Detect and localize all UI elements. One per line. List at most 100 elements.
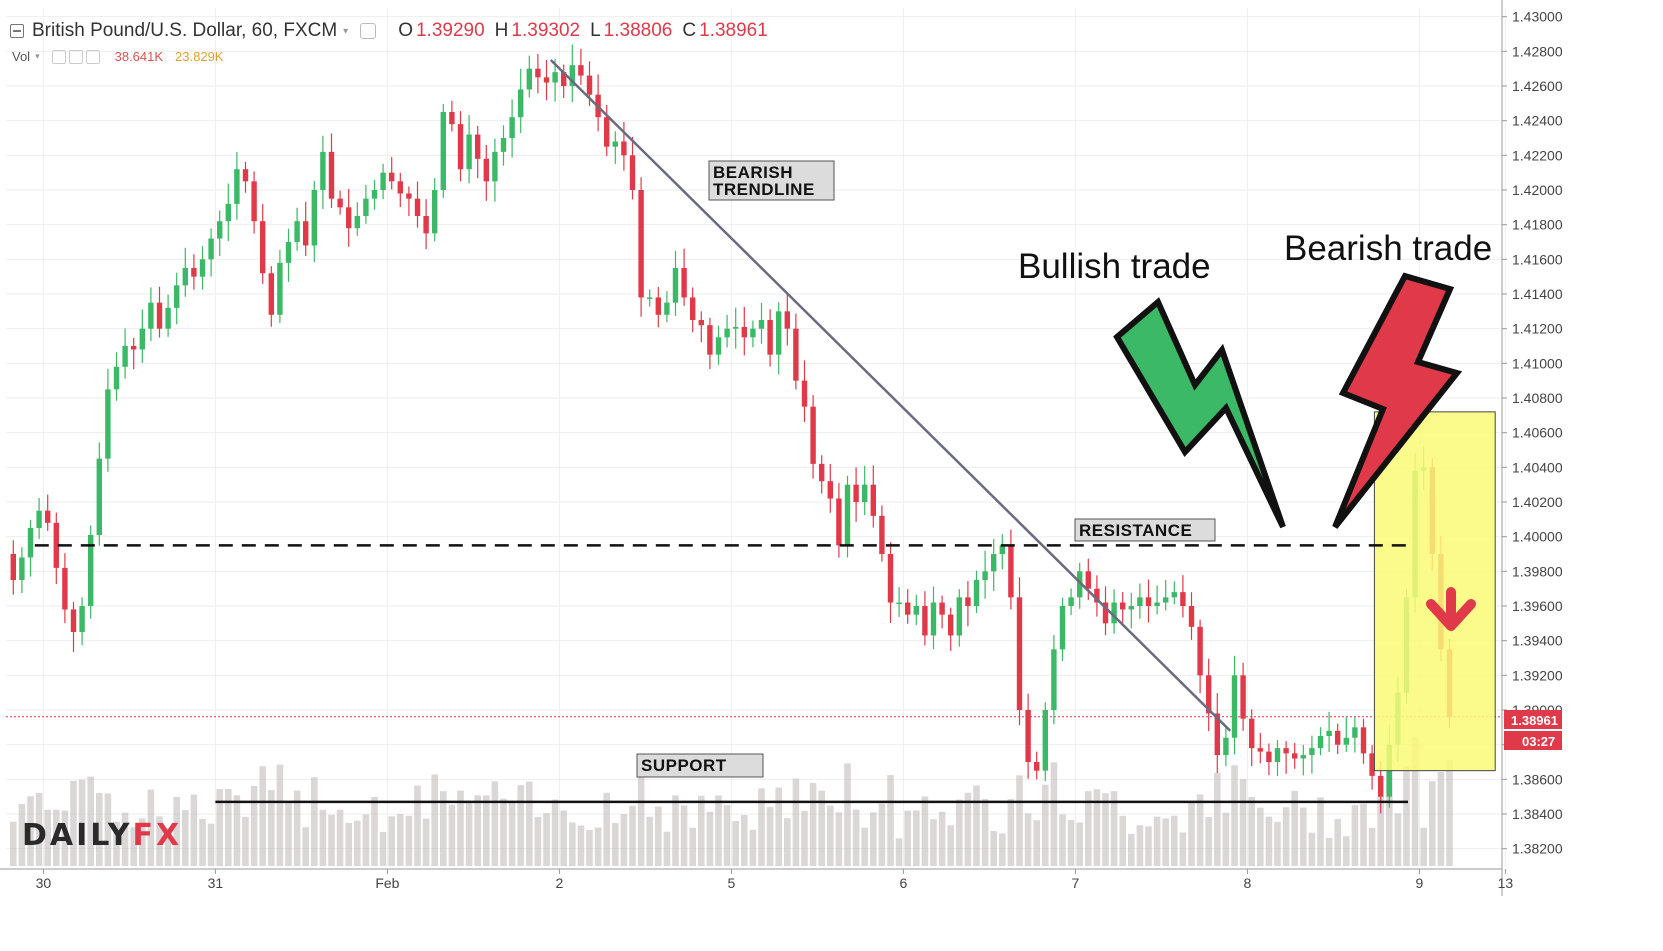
- volume-bar: [698, 795, 705, 866]
- candle-body: [1214, 713, 1220, 756]
- candle-body: [784, 311, 790, 329]
- volume-bar: [1042, 784, 1049, 866]
- volume-bar: [1059, 814, 1066, 866]
- volume-bar: [792, 778, 800, 866]
- volume-bar: [663, 831, 671, 866]
- close-label: C: [682, 20, 697, 41]
- candle-body: [948, 614, 954, 636]
- dailyfx-logo: DAILYFX: [22, 818, 182, 853]
- candle-body: [1120, 602, 1126, 610]
- candle-body: [432, 190, 438, 234]
- candle-body: [337, 198, 343, 208]
- volume-header: Vol ▾ 38.641K 23.829K: [12, 49, 223, 64]
- resistance-tag: RESISTANCE: [1074, 518, 1216, 542]
- volume-bar: [861, 827, 868, 866]
- volume-bar: [620, 814, 628, 866]
- candle-body: [328, 151, 335, 199]
- candle-body: [870, 484, 876, 516]
- candle-body: [500, 138, 507, 152]
- volume-bar: [749, 829, 757, 866]
- settings-small-icon[interactable]: [68, 49, 83, 64]
- settings-icon[interactable]: [360, 23, 377, 39]
- candle-body: [672, 268, 679, 303]
- volume-label[interactable]: Vol: [12, 49, 31, 64]
- countdown-value: 03:27: [1522, 734, 1555, 749]
- candle-body: [285, 242, 292, 263]
- price-tick-label: 1.42600: [1512, 78, 1563, 94]
- candle-body: [79, 606, 85, 632]
- volume-bar: [938, 811, 946, 866]
- candle-body: [793, 328, 799, 381]
- volume-bar: [594, 827, 602, 866]
- volume-bar: [293, 790, 301, 866]
- candle-body: [810, 406, 816, 464]
- price-tick-label: 1.40600: [1512, 425, 1563, 441]
- volume-bar: [870, 812, 877, 866]
- volume-bar: [1110, 791, 1118, 866]
- candle-body: [621, 141, 627, 156]
- volume-bar: [362, 814, 370, 866]
- volume-bar: [1222, 812, 1230, 866]
- candle-body: [36, 510, 42, 528]
- eye-icon[interactable]: [51, 49, 66, 64]
- candle-body: [1266, 751, 1272, 762]
- volume-bar: [732, 820, 739, 866]
- support-tag: SUPPORT: [636, 753, 764, 778]
- volume-bar: [139, 818, 146, 866]
- volume-bar: [414, 785, 421, 866]
- bearish-trade-label: Bearish trade: [1284, 229, 1492, 268]
- symbol-title[interactable]: British Pound/U.S. Dollar, 60, FXCM: [32, 20, 338, 41]
- candle-body: [1360, 727, 1367, 754]
- candle-body: [930, 602, 937, 636]
- collapse-icon[interactable]: [10, 24, 24, 38]
- price-axis[interactable]: 1.43000 1.42800 1.42600 1.42400 1.42200 1.420…: [1501, 0, 1563, 896]
- candle-body: [457, 124, 464, 170]
- candle-body: [767, 320, 773, 355]
- volume-bar: [766, 806, 774, 866]
- bullish-lightning-icon: [1113, 297, 1286, 529]
- chevron-down-icon[interactable]: ▾: [343, 25, 349, 37]
- volume-chevron-icon[interactable]: ▾: [35, 51, 40, 61]
- candle-body: [1309, 748, 1315, 756]
- current-price-tag: 1.38961: [1504, 710, 1562, 729]
- candle-body: [862, 484, 868, 502]
- candle-body: [389, 172, 395, 182]
- volume-bar: [319, 809, 327, 866]
- candle-body: [913, 606, 919, 615]
- candle-body: [449, 112, 455, 125]
- candle-body: [406, 193, 412, 199]
- candle-body: [586, 75, 593, 95]
- volume-bar: [551, 799, 559, 866]
- volume-bar: [199, 818, 206, 866]
- volume-bar: [491, 781, 499, 866]
- volume-bar: [268, 790, 275, 866]
- volume-bar: [878, 803, 886, 866]
- price-tick-label: 1.40000: [1512, 529, 1563, 545]
- volume-bar: [758, 788, 765, 866]
- candle-body: [698, 320, 704, 326]
- candle-body: [1369, 753, 1375, 776]
- low-value: 1.38806: [603, 20, 673, 41]
- volume-bar: [164, 827, 172, 866]
- candle-body: [182, 268, 188, 286]
- time-tick-label: 13: [1498, 875, 1514, 891]
- candle-body: [1317, 736, 1324, 749]
- volume-bar: [1171, 815, 1178, 866]
- time-axis[interactable]: 30 31 Feb 2 5 6 7 8 9 13: [0, 868, 1514, 891]
- close-small-icon[interactable]: [85, 49, 100, 64]
- candle-body: [956, 597, 962, 636]
- volume-bar: [1214, 772, 1221, 866]
- volume-bar: [809, 782, 817, 866]
- candle-body: [191, 268, 197, 277]
- candle-body: [707, 325, 713, 355]
- volume-bar: [371, 796, 378, 866]
- volume-bar: [1085, 791, 1092, 866]
- candle-body: [217, 221, 223, 239]
- candle-body: [612, 141, 618, 147]
- volume-bar: [1179, 832, 1187, 866]
- candle-body: [294, 221, 300, 242]
- candle-body: [939, 602, 945, 615]
- volume-bar: [78, 779, 86, 866]
- candle-body: [131, 346, 137, 350]
- candle-body: [836, 498, 842, 546]
